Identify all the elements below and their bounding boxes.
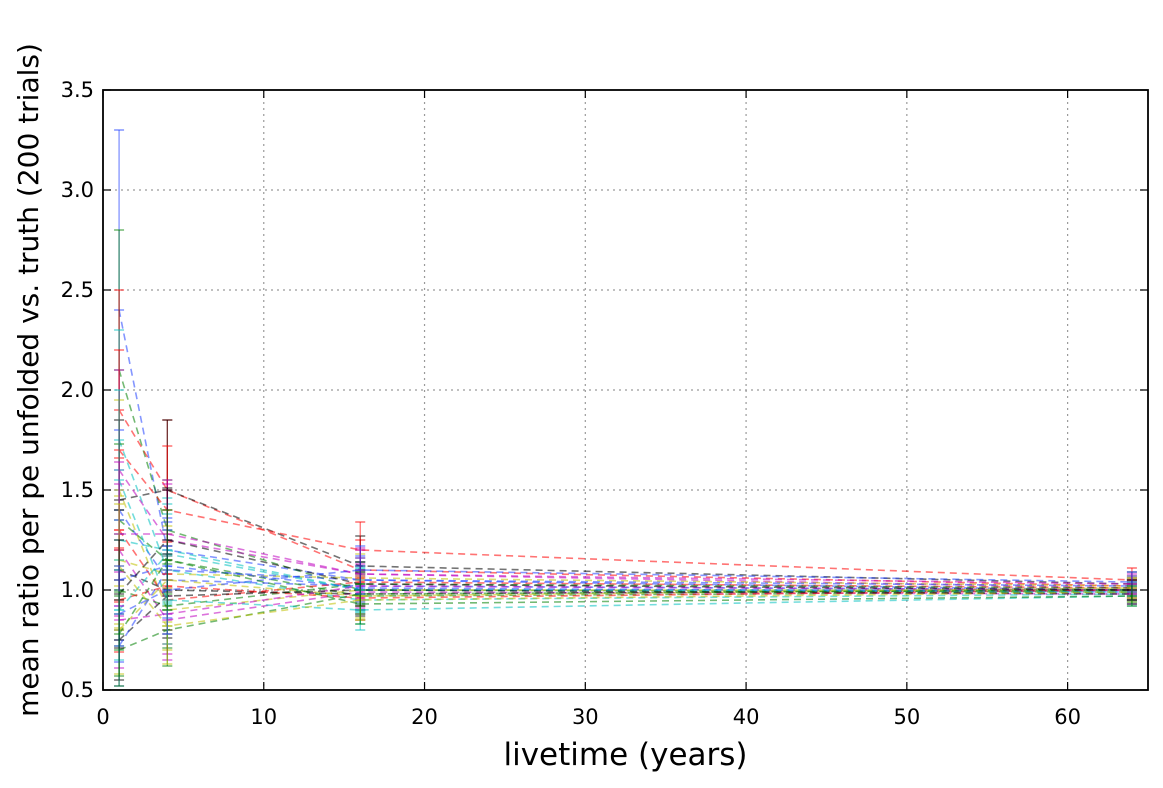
y-tick-label: 2.0 <box>61 378 94 402</box>
y-tick-label: 0.5 <box>61 678 94 702</box>
series-line <box>118 449 1132 581</box>
y-tick-label: 3.5 <box>61 78 94 102</box>
series-line <box>118 409 1132 587</box>
series-line <box>118 585 1132 621</box>
y-tick-label: 1.0 <box>61 578 94 602</box>
series-line <box>118 489 1132 585</box>
axes: 0 10 20 30 40 50 60 0.5 1.0 1.5 2.0 2.5 3.0 3.5 <box>61 78 1149 729</box>
x-tick-label: 0 <box>96 705 109 729</box>
x-tick-label: 30 <box>572 705 599 729</box>
x-axis-title: livetime (years) <box>503 737 747 773</box>
series-line <box>118 585 1132 601</box>
series-line <box>118 529 1132 601</box>
series-line <box>118 549 1132 621</box>
series-line <box>118 569 1132 615</box>
series-line <box>118 559 1132 635</box>
series-line <box>118 579 1132 631</box>
series-line <box>118 589 1132 651</box>
series-group <box>114 129 1137 687</box>
series-line <box>118 589 1132 641</box>
series-line <box>118 583 1132 607</box>
series-line <box>118 519 1132 597</box>
y-tick-label: 2.5 <box>61 278 94 302</box>
x-tick-label: 60 <box>1054 705 1081 729</box>
x-tick-label: 40 <box>733 705 760 729</box>
series-30 <box>114 509 1137 677</box>
y-axis-title: mean ratio per pe unfolded vs. truth (20… <box>12 43 45 717</box>
series-line <box>118 569 1132 647</box>
series-line <box>118 469 1132 589</box>
series-line <box>118 565 1132 627</box>
y-tick-label: 1.5 <box>61 478 94 502</box>
series-line <box>119 533 1132 585</box>
series-line <box>118 539 1132 591</box>
x-tick-label: 10 <box>250 705 277 729</box>
series-line <box>118 479 1132 611</box>
series-line <box>118 369 1132 593</box>
series-line <box>118 309 1132 591</box>
series-line <box>118 565 1132 593</box>
series-line <box>118 553 1132 611</box>
series-line <box>118 539 1132 595</box>
x-tick-label: 50 <box>893 705 920 729</box>
x-tick-label: 20 <box>411 705 438 729</box>
y-tick-label: 3.0 <box>61 178 94 202</box>
